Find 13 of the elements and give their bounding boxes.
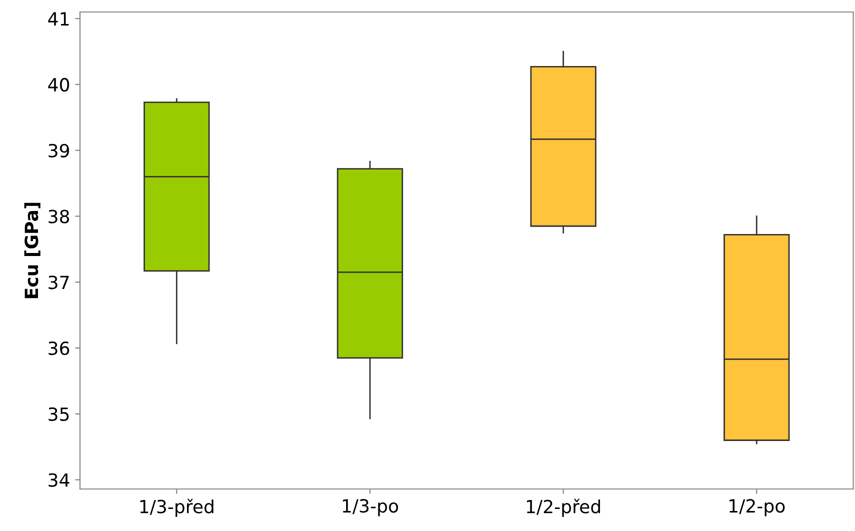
x-tick-label: 1/3-před — [140, 498, 214, 517]
y-tick-label: 39 — [48, 144, 70, 158]
y-tick-label: 40 — [48, 78, 70, 92]
x-tick-label: 1/2-před — [526, 498, 600, 517]
y-tick-label: 36 — [48, 341, 70, 356]
y-tick-label: 34 — [48, 473, 70, 487]
x-tick-label: 1/2-po — [730, 499, 785, 516]
y-axis-title: Ecu [GPa] — [24, 202, 40, 298]
y-tick-label: 35 — [48, 407, 69, 422]
x-tick-label: 1/3-po — [342, 499, 398, 516]
y-tick-label: 41 — [48, 12, 69, 26]
y-tick-label: 37 — [48, 276, 69, 290]
y-tick-label: 38 — [48, 210, 70, 224]
